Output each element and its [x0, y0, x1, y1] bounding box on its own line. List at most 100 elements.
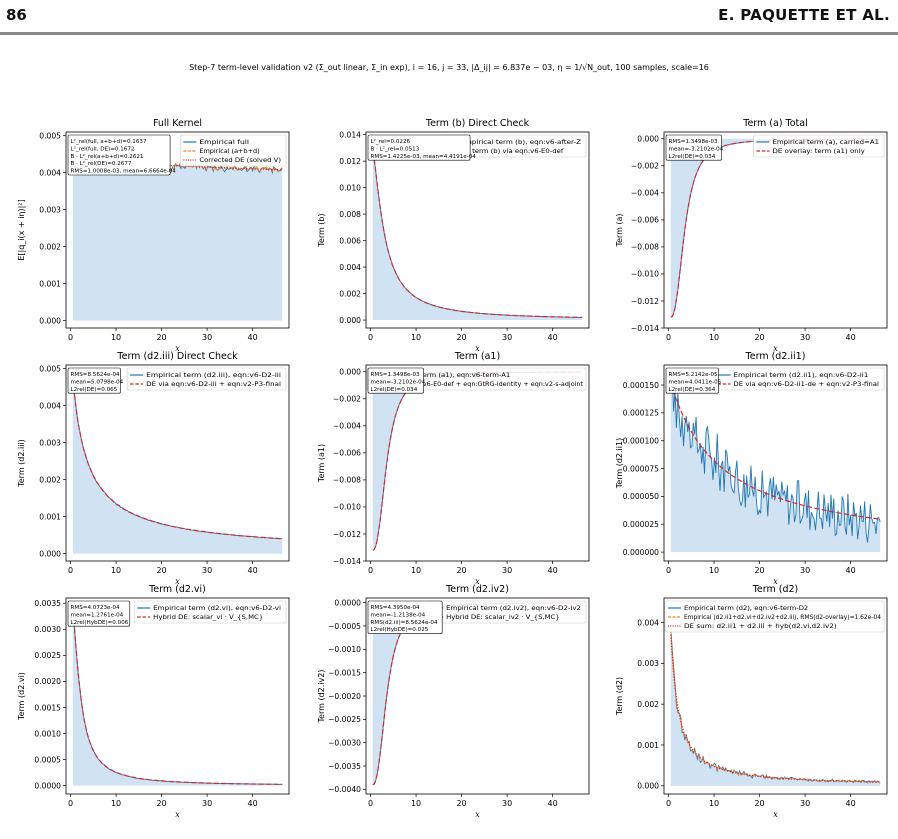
legend-label: Empirical full: [199, 138, 249, 146]
y-axis-label: Term (a1): [317, 444, 326, 483]
x-tick-label: 20: [156, 333, 166, 342]
y-tick-label: 0.002: [39, 475, 61, 484]
legend-label: DE via eqn:v6-E0-def + eqn:GtRG-identity…: [386, 380, 583, 388]
chart-title: Term (a) Total: [742, 118, 808, 129]
legend-label: DE via eqn:v6-D2-ii1-de + eqn:v2-P3-fina…: [733, 380, 879, 388]
x-tick-label: 0: [68, 566, 73, 575]
chart-title: Term (d2.iv2): [445, 584, 509, 595]
plot-frame: [65, 364, 290, 562]
x-tick-label: 30: [202, 566, 212, 575]
series-line-2: [72, 372, 283, 540]
y-axis-label: Term (d2.iv2): [317, 670, 326, 724]
legend-label: Empirical (a+b+d): [199, 147, 259, 155]
y-tick-label: 0.0015: [34, 703, 61, 712]
panel-term-d2vi: Term (d2.vi) 0 10 20 30 40 0.0000 0.0005 0.0010 0…: [0, 576, 295, 826]
legend-label: Empirical term (d2), eqn:v6-term-D2: [684, 604, 808, 612]
stats-frame: [665, 134, 722, 161]
y-tick-label: −0.008: [333, 476, 361, 485]
series-line-2: [670, 382, 881, 520]
series-line-2: [670, 630, 881, 784]
y-tick-label: 0.005: [39, 364, 61, 373]
x-tick-label: 10: [411, 799, 421, 808]
y-tick-label: −0.0040: [328, 785, 361, 794]
x-tick-label: 40: [547, 333, 557, 342]
series-line-3: [670, 634, 881, 783]
x-tick-label: 0: [368, 566, 373, 575]
series-line-2: [372, 151, 583, 318]
series-fill-area: [670, 138, 881, 318]
stats-line: mean=-3.2102e-04: [371, 379, 426, 385]
chart-title: Term (d2.vi): [148, 584, 206, 595]
x-tick-label: 0: [666, 566, 671, 575]
y-tick-label: −0.008: [631, 243, 659, 252]
x-tick-label: 30: [202, 333, 212, 342]
x-tick-label: 40: [247, 799, 257, 808]
panel-term-b: Term (b) Direct Check 0 10 20 30 40 0.000 0.002…: [300, 110, 595, 360]
plot-frame: [365, 131, 590, 329]
stats-line: RMS(d2.iii)=8.5624e-04: [371, 620, 438, 626]
stats-frame: [367, 134, 471, 161]
x-tick-label: 20: [456, 799, 466, 808]
y-tick-label: −0.006: [333, 449, 361, 458]
x-axis-label: x: [175, 810, 180, 819]
x-tick-label: 20: [456, 333, 466, 342]
x-tick-label: 0: [666, 799, 671, 808]
y-tick-label: −0.006: [631, 216, 659, 225]
x-tick-label: 10: [111, 333, 121, 342]
stats-line: RMS=1.0008e-03, mean=6.6664e-04: [71, 169, 177, 175]
stats-line: mean=5.0798e-04: [71, 379, 124, 385]
y-tick-label: 0.000: [39, 316, 61, 325]
y-tick-label: 0.0005: [34, 755, 61, 764]
y-tick-label: 0.014: [339, 130, 361, 139]
stats-line: B · L²_rel(a+b+d)=0.2621: [71, 153, 144, 160]
y-tick-label: 0.0010: [34, 729, 61, 738]
y-tick-label: 0.005: [39, 131, 61, 140]
y-tick-label: 0.004: [339, 263, 361, 272]
x-tick-label: 10: [111, 799, 121, 808]
panel-term-a1: Term (a1) 0 10 20 30 40 0.000 −0.002 −0.004 −0.00…: [300, 343, 595, 593]
x-tick-label: 10: [709, 566, 719, 575]
y-axis-label: Term (d2.iii): [17, 439, 26, 488]
x-axis-label: x: [175, 577, 180, 586]
chart-term-a1: Term (a1) 0 10 20 30 40 0.000 −0.002 −0.004 −0.00…: [317, 351, 590, 586]
stats-line: B · L²_rel(DE)=0.2677: [71, 160, 132, 167]
chart-title: Term (a1): [454, 351, 500, 362]
y-tick-label: −0.010: [333, 503, 361, 512]
stats-line: L2rel(HybDE)=0.025: [371, 627, 429, 633]
y-tick-label: 0.004: [637, 618, 659, 627]
plot-frame: [663, 364, 888, 562]
chart-term-b: Term (b) Direct Check 0 10 20 30 40 0.000 0.002…: [317, 118, 590, 353]
series-line-2: [670, 138, 881, 318]
stats-line: mean=-1.2138e-04: [371, 612, 426, 618]
legend-label: Corrected DE (solved V): [199, 156, 281, 164]
series-line-2: [372, 371, 583, 551]
legend-label: Empirical term (d2.iii), eqn:v6-D2-iii: [146, 371, 281, 379]
stats-line: mean=4.0411e-05: [669, 379, 722, 385]
y-tick-label: 0.0000: [34, 781, 61, 790]
stats-line: RMS=4.0723e-04: [71, 605, 121, 611]
x-tick-label: 40: [547, 566, 557, 575]
y-axis-label: E[|q_i(x + iη)|²]: [17, 199, 26, 260]
y-tick-label: −0.0015: [328, 668, 361, 677]
chart-legend: Empirical term (d2.vi), eqn:v6-D2-viHybr…: [133, 600, 287, 624]
x-tick-label: 40: [547, 799, 557, 808]
panel-term-d2ii1: Term (d2.ii1) 0 10 20 30 40 0.000000 0.000025 0.…: [598, 343, 893, 593]
y-tick-label: 0.000050: [623, 492, 659, 501]
x-tick-label: 20: [156, 799, 166, 808]
plot-frame: [65, 597, 290, 795]
x-tick-label: 20: [754, 799, 764, 808]
series-line-1: [372, 371, 583, 551]
plot-frame: [663, 131, 888, 329]
x-axis-label: x: [773, 577, 778, 586]
y-tick-label: 0.000125: [623, 409, 659, 418]
legend-box: [180, 134, 287, 167]
stats-frame: [67, 600, 131, 627]
chart-title: Term (d2.iii) Direct Check: [116, 351, 238, 362]
y-tick-label: −0.014: [631, 324, 659, 333]
stats-line: B · L²_rel=0.0513: [371, 145, 420, 152]
y-tick-label: −0.012: [631, 297, 659, 306]
stats-line: L2rel(DE)=0.034: [669, 154, 716, 160]
